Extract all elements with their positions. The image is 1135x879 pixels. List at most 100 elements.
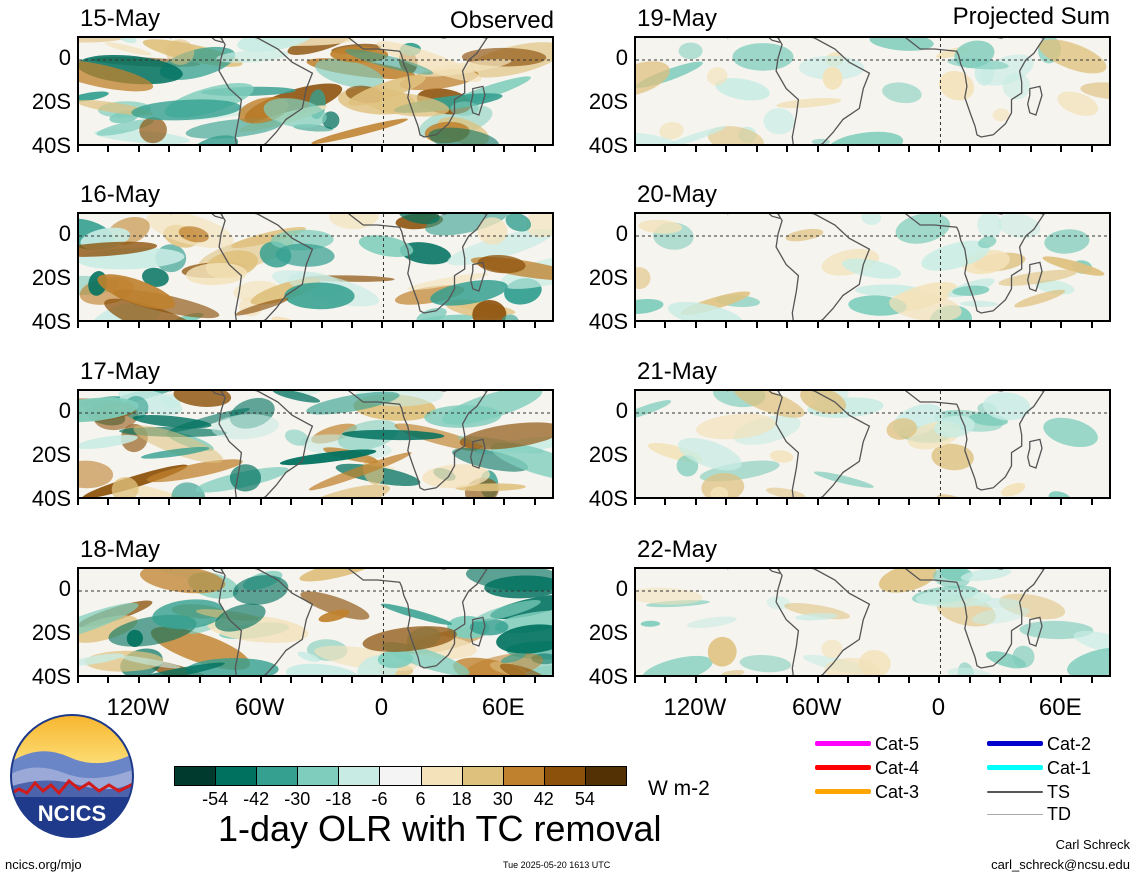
x-tick-mark	[755, 146, 758, 152]
observed-column-label: Observed	[449, 7, 554, 34]
x-axis-label-2: 0	[931, 694, 946, 721]
colorbar-swatch-9	[543, 766, 586, 786]
x-tick-mark	[107, 322, 110, 328]
colorbar-swatch-7	[461, 766, 504, 786]
footer-url: ncics.org/mjo	[5, 857, 82, 872]
legend-label-cat-1: Cat-1	[1047, 758, 1092, 778]
x-tick-mark	[634, 499, 636, 505]
y-tick-label-left-1-1: 20S	[31, 265, 71, 290]
x-tick-mark	[77, 499, 79, 505]
x-tick-mark	[259, 677, 262, 683]
x-tick-mark	[77, 146, 79, 152]
x-tick-mark	[847, 146, 850, 152]
legend-label-ts: TS	[1047, 782, 1071, 802]
x-tick-mark	[877, 322, 880, 328]
x-tick-mark	[664, 499, 667, 505]
colorbar	[174, 766, 627, 786]
x-tick-mark	[381, 322, 384, 328]
x-tick-mark	[107, 499, 110, 505]
y-tick-label-right-1-2: 40S	[588, 309, 628, 334]
x-tick-mark	[634, 677, 636, 683]
x-tick-mark	[664, 677, 667, 683]
olr-map-right-0	[634, 36, 1111, 146]
legend-label-cat-2: Cat-2	[1047, 734, 1092, 754]
x-tick-mark	[1060, 677, 1063, 683]
x-tick-mark	[908, 499, 911, 505]
x-tick-mark	[259, 322, 262, 328]
x-tick-mark	[442, 322, 445, 328]
x-tick-mark	[229, 499, 232, 505]
x-tick-mark	[908, 677, 911, 683]
x-axis-label-1: 60W	[791, 694, 842, 721]
y-tick-label-right-0-0: 0	[615, 45, 628, 70]
x-tick-mark	[137, 146, 140, 152]
panel-date-left-3: 18-May	[80, 536, 161, 563]
y-tick-label-left-0-2: 40S	[31, 133, 71, 158]
x-tick-mark	[1029, 146, 1032, 152]
x-tick-mark	[77, 322, 79, 328]
x-tick-mark	[908, 146, 911, 152]
x-tick-mark	[1090, 322, 1093, 328]
colorbar-swatch-2	[256, 766, 299, 786]
x-tick-mark	[786, 677, 789, 683]
y-tick-label-right-1-0: 0	[615, 221, 628, 246]
x-tick-mark	[634, 322, 636, 328]
x-tick-mark	[137, 677, 140, 683]
x-tick-mark	[503, 146, 506, 152]
x-tick-mark	[877, 677, 880, 683]
footer-author: Carl Schreck	[1055, 837, 1130, 852]
x-tick-mark	[442, 499, 445, 505]
x-tick-mark	[938, 677, 941, 683]
legend-line-cat-1	[987, 765, 1043, 770]
x-tick-mark	[968, 499, 971, 505]
x-tick-mark	[533, 322, 536, 328]
x-tick-mark	[290, 677, 293, 683]
x-tick-mark	[442, 677, 445, 683]
x-tick-mark	[694, 146, 697, 152]
x-tick-mark	[999, 146, 1002, 152]
x-tick-mark	[351, 322, 354, 328]
footer-timestamp: Tue 2025-05-20 1613 UTC	[503, 860, 611, 870]
y-tick-label-right-2-2: 40S	[588, 486, 628, 511]
x-tick-mark	[694, 499, 697, 505]
y-tick-label-left-3-2: 40S	[31, 664, 71, 689]
x-tick-mark	[77, 677, 79, 683]
ncics-logo: NCICS	[9, 713, 135, 839]
y-tick-label-right-1-1: 20S	[588, 265, 628, 290]
legend-label-cat-4: Cat-4	[875, 758, 920, 778]
legend-label-cat-5: Cat-5	[875, 734, 920, 754]
x-tick-mark	[503, 322, 506, 328]
x-tick-mark	[816, 322, 819, 328]
colorbar-label-0: -54	[202, 789, 229, 809]
legend-line-ts	[987, 791, 1043, 793]
y-tick-label-right-3-1: 20S	[588, 620, 628, 645]
x-tick-mark	[229, 322, 232, 328]
panel-date-left-1: 16-May	[80, 181, 161, 208]
x-tick-mark	[442, 146, 445, 152]
x-axis-label-3: 60E	[481, 694, 525, 721]
x-tick-mark	[320, 146, 323, 152]
x-tick-mark	[533, 146, 536, 152]
figure-title: 1-day OLR with TC removal	[218, 808, 662, 849]
olr-map-left-0	[77, 36, 554, 146]
x-tick-mark	[107, 677, 110, 683]
logo-text: NCICS	[38, 801, 106, 826]
legend-line-cat-3	[815, 789, 871, 794]
x-tick-mark	[472, 146, 475, 152]
colorbar-label-3: -18	[325, 789, 352, 809]
x-tick-mark	[259, 499, 262, 505]
x-tick-mark	[351, 499, 354, 505]
y-tick-label-left-2-0: 0	[58, 398, 71, 423]
x-tick-mark	[847, 677, 850, 683]
colorbar-label-1: -42	[243, 789, 270, 809]
x-tick-mark	[786, 146, 789, 152]
x-tick-mark	[1060, 146, 1063, 152]
x-tick-mark	[472, 499, 475, 505]
y-tick-label-right-0-1: 20S	[588, 89, 628, 114]
olr-map-left-3	[77, 567, 554, 677]
x-tick-mark	[664, 322, 667, 328]
panel-date-right-0: 19-May	[637, 5, 718, 32]
x-tick-mark	[1060, 499, 1063, 505]
colorbar-swatch-0	[174, 766, 217, 786]
x-tick-mark	[229, 146, 232, 152]
